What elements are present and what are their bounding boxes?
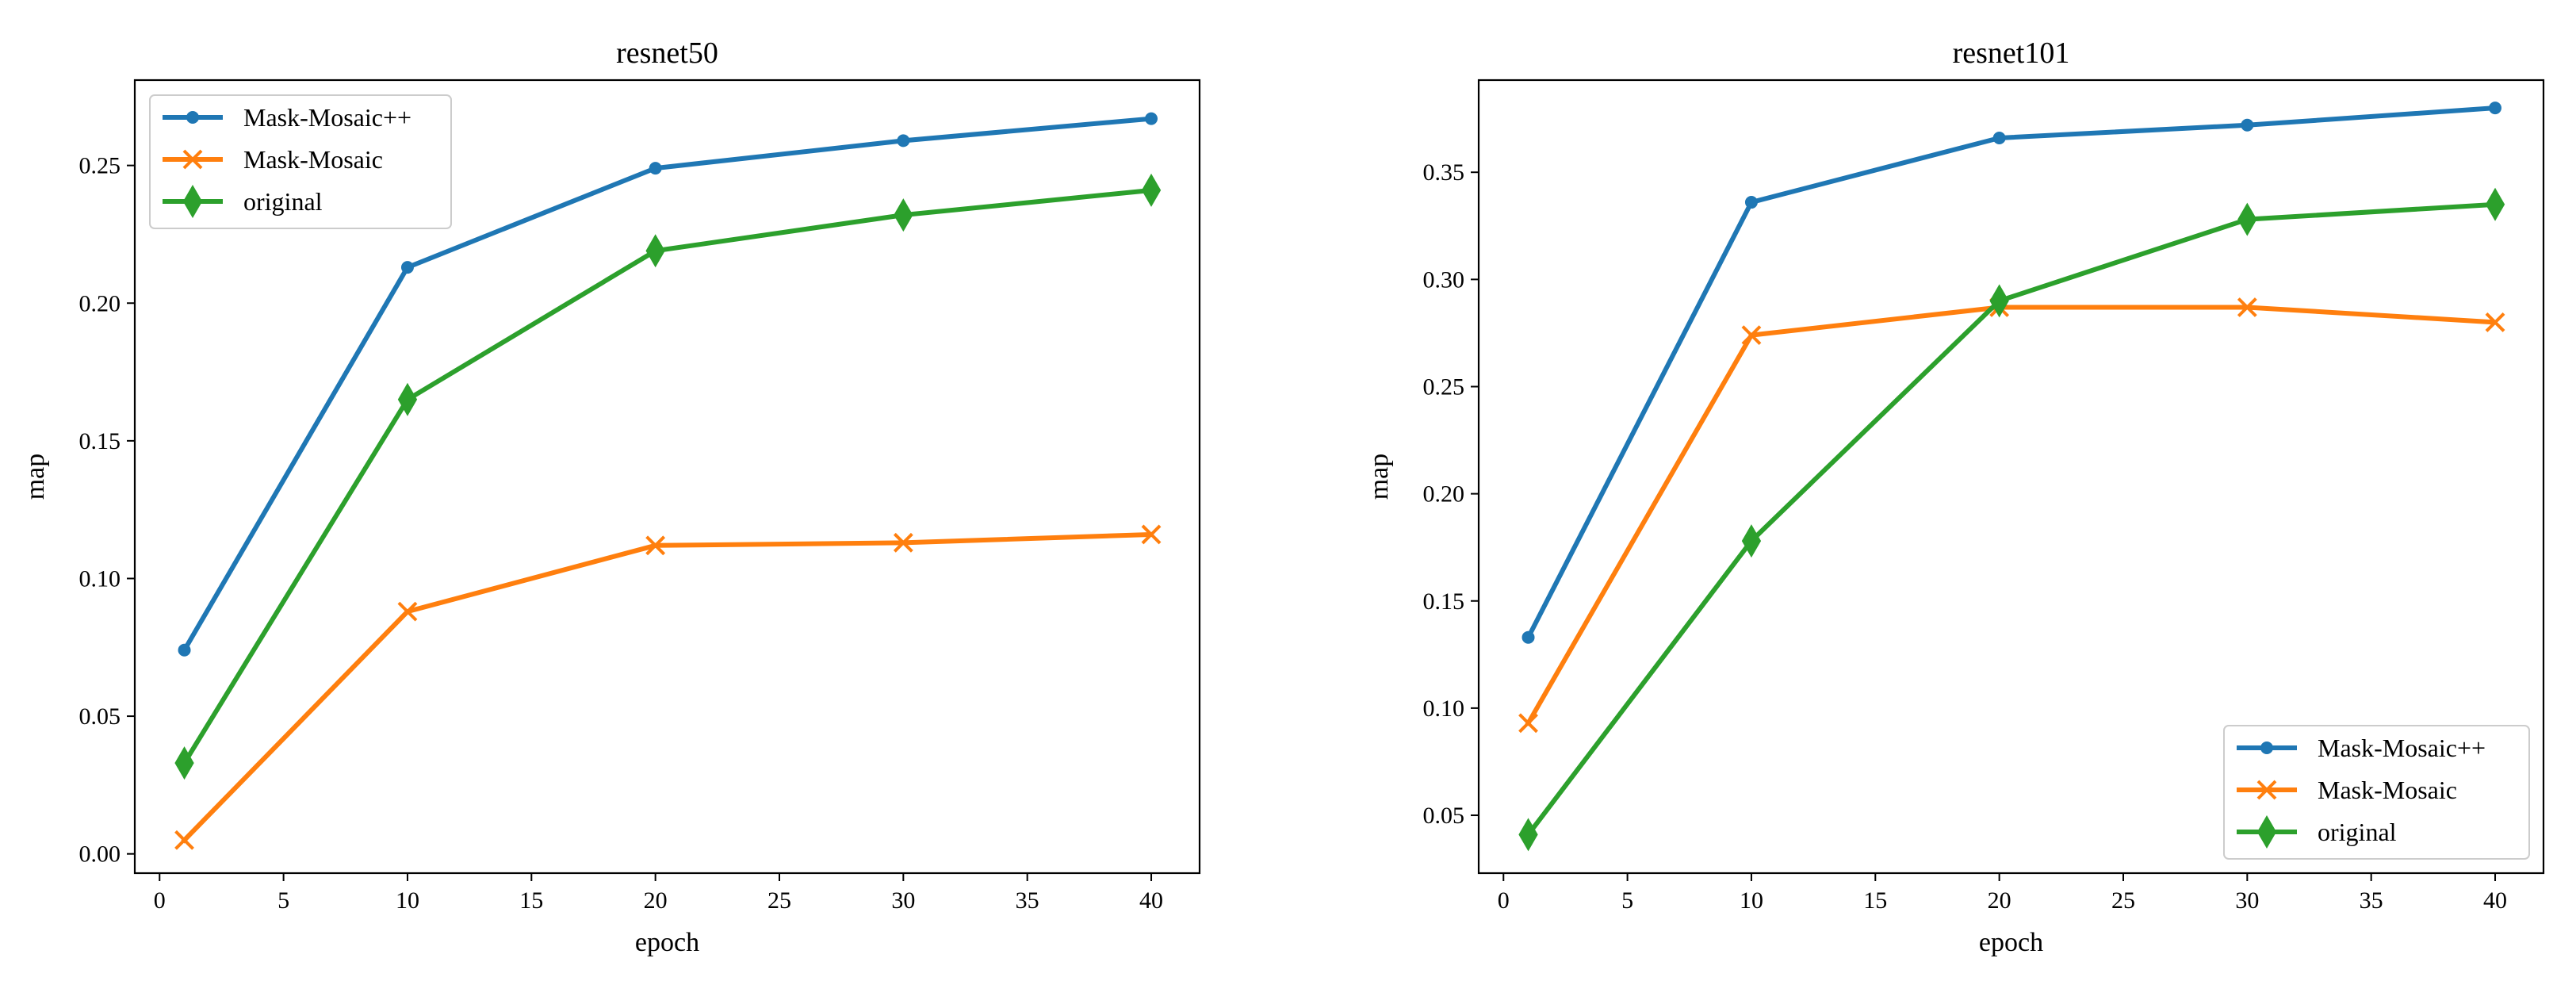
legend-label: Mask-Mosaic++ <box>2318 734 2486 762</box>
data-point <box>2489 102 2502 115</box>
y-tick-label: 0.10 <box>1423 696 1465 722</box>
data-point <box>1992 131 2006 144</box>
legend-frame <box>2223 725 2530 860</box>
data-point <box>1141 173 1162 207</box>
data-point <box>2485 312 2505 332</box>
data-point <box>1521 630 1535 644</box>
x-tick-label: 10 <box>396 887 419 914</box>
x-tick-label: 30 <box>891 887 915 914</box>
data-point <box>174 746 194 780</box>
y-tick-label: 0.25 <box>79 153 121 179</box>
legend-label: original <box>2318 818 2397 846</box>
y-tick-label: 0.05 <box>1423 803 1465 829</box>
legend-marker <box>2256 815 2277 849</box>
x-tick-label: 15 <box>1863 887 1887 914</box>
y-tick-label: 0.00 <box>79 841 121 868</box>
x-tick-label: 15 <box>519 887 543 914</box>
data-point <box>893 532 913 553</box>
data-point <box>397 601 418 622</box>
legend-label: original <box>243 187 323 216</box>
chart-title: resnet101 <box>1953 36 2070 70</box>
x-tick-label: 20 <box>1988 887 2011 914</box>
series-original <box>174 173 1162 780</box>
y-axis-label: map <box>21 454 50 500</box>
y-tick-label: 0.10 <box>79 565 121 592</box>
data-point <box>897 134 910 148</box>
data-point <box>894 198 913 232</box>
data-point <box>178 643 191 657</box>
data-point <box>1741 325 1762 346</box>
x-tick-label: 40 <box>1139 887 1163 914</box>
data-point <box>1741 524 1762 558</box>
legend-label: Mask-Mosaic++ <box>243 103 411 132</box>
data-point <box>2237 297 2257 317</box>
x-tick-label: 25 <box>767 887 791 914</box>
data-point <box>649 162 662 175</box>
legend-label: Mask-Mosaic <box>243 145 383 174</box>
plot-frame <box>133 79 1201 875</box>
plot-frame <box>1477 79 2545 875</box>
y-tick-label: 0.05 <box>79 703 121 730</box>
chart-title: resnet50 <box>616 36 718 70</box>
legend-marker <box>182 185 203 218</box>
data-point <box>1744 196 1758 209</box>
data-point <box>2241 118 2254 132</box>
legend-label: Mask-Mosaic <box>2318 776 2457 804</box>
data-point <box>174 830 194 850</box>
series-mask-mosaic <box>174 524 1162 850</box>
y-tick-label: 0.20 <box>79 290 121 316</box>
legend-marker <box>182 149 203 170</box>
x-tick-label: 5 <box>1621 887 1633 914</box>
x-tick-label: 30 <box>2235 887 2259 914</box>
chart-resnet50: resnet50 0 5 10 15 20 25 30 35 40 0.00 0.05 0.10 0.15… <box>21 36 1201 957</box>
legend: Mask-Mosaic++ Mask-Mosaic original <box>2223 725 2530 860</box>
y-tick-label: 0.20 <box>1423 481 1465 508</box>
data-point <box>1989 284 2009 318</box>
legend-marker <box>2260 741 2273 754</box>
data-point <box>1145 112 1158 125</box>
legend: Mask-Mosaic++ Mask-Mosaic original <box>149 94 452 229</box>
x-tick-label: 0 <box>154 887 166 914</box>
data-point <box>645 234 665 268</box>
x-tick-label: 40 <box>2483 887 2507 914</box>
legend-frame <box>149 94 452 229</box>
x-tick-label: 25 <box>2111 887 2135 914</box>
legend-marker <box>186 111 199 124</box>
legend-marker <box>2256 780 2277 800</box>
y-tick-label: 0.15 <box>79 428 121 454</box>
x-axis-label: epoch <box>635 928 699 957</box>
chart-resnet101: resnet101 0 5 10 15 20 25 30 35 40 0.05 0.10 0.15 0.2… <box>1365 36 2545 957</box>
x-axis-label: epoch <box>1979 928 2043 957</box>
data-point <box>1518 713 1538 734</box>
y-tick-label: 0.30 <box>1423 266 1465 293</box>
series-mask-mosaic- <box>178 112 1158 657</box>
x-tick-label: 5 <box>278 887 289 914</box>
x-tick-label: 35 <box>2360 887 2383 914</box>
x-tick-label: 10 <box>1740 887 1763 914</box>
data-point <box>1518 818 1538 852</box>
data-point <box>2237 202 2257 236</box>
data-point <box>400 261 414 274</box>
y-tick-label: 0.25 <box>1423 374 1465 400</box>
y-axis-label: map <box>1365 454 1394 500</box>
series-mask-mosaic- <box>1521 102 2502 644</box>
x-tick-label: 0 <box>1498 887 1510 914</box>
y-tick-label: 0.35 <box>1423 159 1465 186</box>
x-tick-label: 35 <box>1016 887 1039 914</box>
data-point <box>2485 187 2505 221</box>
x-tick-label: 20 <box>644 887 668 914</box>
data-point <box>1141 524 1162 545</box>
data-point <box>397 382 418 416</box>
y-tick-label: 0.15 <box>1423 588 1465 615</box>
data-point <box>645 535 666 556</box>
series-original <box>1518 187 2505 852</box>
